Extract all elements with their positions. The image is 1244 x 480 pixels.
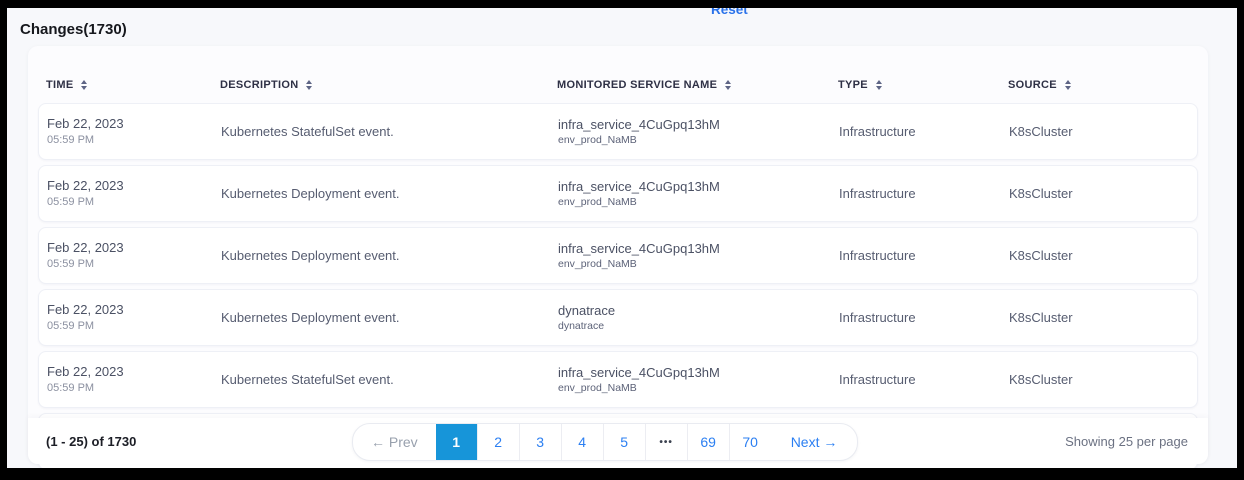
service-name: infra_service_4CuGpq13hM bbox=[558, 240, 720, 256]
description-cell: Kubernetes Deployment event. bbox=[221, 186, 400, 201]
type-cell: Infrastructure bbox=[839, 186, 916, 201]
changes-page: Reset Changes(1730) TIME DESCRIPTION MON… bbox=[7, 8, 1237, 468]
service-name: dynatrace bbox=[558, 302, 616, 318]
page-button-70[interactable]: 70 bbox=[728, 424, 771, 460]
row-time: 05:59 PM bbox=[47, 258, 95, 270]
description-cell: Kubernetes Deployment event. bbox=[221, 310, 400, 325]
column-label: MONITORED SERVICE NAME bbox=[557, 79, 718, 91]
description-cell: Kubernetes Deployment event. bbox=[221, 248, 400, 263]
time-cell: Feb 22, 2023 05:59 PM bbox=[47, 240, 221, 271]
service-cell: infra_service_4CuGpq13hM env_prod_NaMB bbox=[558, 117, 839, 147]
service-env: env_prod_NaMB bbox=[558, 195, 637, 208]
page-button-3[interactable]: 3 bbox=[518, 424, 561, 460]
table-row[interactable]: Feb 22, 2023 05:59 PM Kubernetes Statefu… bbox=[38, 103, 1198, 160]
result-range-label: (1 - 25) of 1730 bbox=[46, 434, 137, 449]
pagination: ← Prev 1 2 3 4 5 ••• 69 70 Next → bbox=[352, 423, 859, 461]
service-name: infra_service_4CuGpq13hM bbox=[558, 178, 720, 194]
prev-page-button[interactable]: ← Prev bbox=[371, 434, 418, 450]
source-cell: K8sCluster bbox=[1009, 186, 1073, 201]
source-cell: K8sCluster bbox=[1009, 372, 1073, 387]
service-name: infra_service_4CuGpq13hM bbox=[558, 116, 720, 132]
row-date: Feb 22, 2023 bbox=[47, 302, 124, 317]
service-env: env_prod_NaMB bbox=[558, 381, 637, 394]
type-cell: Infrastructure bbox=[839, 248, 916, 263]
source-cell: K8sCluster bbox=[1009, 124, 1073, 139]
row-date: Feb 22, 2023 bbox=[47, 116, 124, 131]
ellipsis-icon: ••• bbox=[644, 424, 687, 460]
column-label: TIME bbox=[46, 79, 74, 91]
column-header-time[interactable]: TIME bbox=[46, 79, 220, 91]
type-cell: Infrastructure bbox=[839, 124, 916, 139]
table-row[interactable]: Feb 22, 2023 05:59 PM Kubernetes Statefu… bbox=[38, 351, 1198, 408]
next-page-button[interactable]: Next → bbox=[790, 434, 838, 450]
time-cell: Feb 22, 2023 05:59 PM bbox=[47, 302, 221, 333]
column-label: SOURCE bbox=[1008, 79, 1057, 91]
page-button-4[interactable]: 4 bbox=[560, 424, 603, 460]
row-date: Feb 22, 2023 bbox=[47, 178, 124, 193]
page-button-5[interactable]: 5 bbox=[602, 424, 645, 460]
service-name: infra_service_4CuGpq13hM bbox=[558, 364, 720, 380]
sort-icon[interactable] bbox=[306, 80, 313, 90]
sort-icon[interactable] bbox=[725, 80, 732, 90]
page-button-69[interactable]: 69 bbox=[686, 424, 729, 460]
service-env: env_prod_NaMB bbox=[558, 257, 637, 270]
row-time: 05:59 PM bbox=[47, 320, 95, 332]
sort-icon[interactable] bbox=[875, 80, 882, 90]
column-label: DESCRIPTION bbox=[220, 79, 299, 91]
description-cell: Kubernetes StatefulSet event. bbox=[221, 372, 394, 387]
column-header-source[interactable]: SOURCE bbox=[1008, 79, 1208, 91]
service-cell: infra_service_4CuGpq13hM env_prod_NaMB bbox=[558, 241, 839, 271]
sort-icon[interactable] bbox=[81, 80, 88, 90]
row-time: 05:59 PM bbox=[47, 196, 95, 208]
table-row[interactable]: Feb 22, 2023 05:59 PM Kubernetes Deploym… bbox=[38, 165, 1198, 222]
description-cell: Kubernetes StatefulSet event. bbox=[221, 124, 394, 139]
page-button-2[interactable]: 2 bbox=[476, 424, 519, 460]
service-cell: dynatrace dynatrace bbox=[558, 303, 839, 333]
time-cell: Feb 22, 2023 05:59 PM bbox=[47, 178, 221, 209]
table-row[interactable]: Feb 22, 2023 05:59 PM Kubernetes Deploym… bbox=[38, 289, 1198, 346]
page-button-1[interactable]: 1 bbox=[435, 424, 477, 460]
table-header-row: TIME DESCRIPTION MONITORED SERVICE NAME … bbox=[28, 76, 1208, 94]
service-env: dynatrace bbox=[558, 319, 605, 332]
table-row[interactable]: Feb 22, 2023 05:59 PM Kubernetes Deploym… bbox=[38, 227, 1198, 284]
service-env: env_prod_NaMB bbox=[558, 133, 637, 146]
row-time: 05:59 PM bbox=[47, 134, 95, 146]
time-cell: Feb 22, 2023 05:59 PM bbox=[47, 364, 221, 395]
source-cell: K8sCluster bbox=[1009, 248, 1073, 263]
type-cell: Infrastructure bbox=[839, 310, 916, 325]
column-header-monitored-service-name[interactable]: MONITORED SERVICE NAME bbox=[557, 79, 838, 91]
table-footer: (1 - 25) of 1730 ← Prev 1 2 3 4 5 ••• 69… bbox=[28, 418, 1208, 464]
source-cell: K8sCluster bbox=[1009, 310, 1073, 325]
service-cell: infra_service_4CuGpq13hM env_prod_NaMB bbox=[558, 179, 839, 209]
column-header-type[interactable]: TYPE bbox=[838, 79, 1008, 91]
time-cell: Feb 22, 2023 05:59 PM bbox=[47, 116, 221, 147]
table-body: Feb 22, 2023 05:59 PM Kubernetes Statefu… bbox=[38, 103, 1198, 468]
row-time: 05:59 PM bbox=[47, 382, 95, 394]
changes-table-card: TIME DESCRIPTION MONITORED SERVICE NAME … bbox=[28, 46, 1208, 468]
sort-icon[interactable] bbox=[1064, 80, 1071, 90]
reset-link[interactable]: Reset bbox=[711, 8, 748, 17]
type-cell: Infrastructure bbox=[839, 372, 916, 387]
column-header-description[interactable]: DESCRIPTION bbox=[220, 79, 557, 91]
row-date: Feb 22, 2023 bbox=[47, 240, 124, 255]
column-label: TYPE bbox=[838, 79, 868, 91]
per-page-label: Showing 25 per page bbox=[1065, 434, 1188, 449]
service-cell: infra_service_4CuGpq13hM env_prod_NaMB bbox=[558, 365, 839, 395]
page-title: Changes(1730) bbox=[20, 21, 127, 38]
row-date: Feb 22, 2023 bbox=[47, 364, 124, 379]
